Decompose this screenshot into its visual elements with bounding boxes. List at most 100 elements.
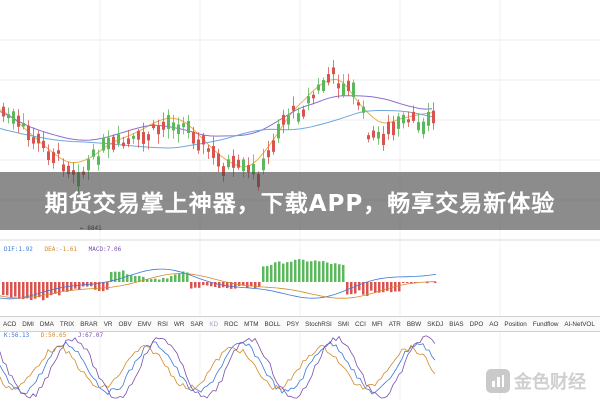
tab-boll[interactable]: BOLL <box>264 320 281 328</box>
macd-histogram <box>2 259 437 301</box>
moving-average-lines <box>0 78 433 168</box>
candle-body <box>62 164 65 172</box>
tab-atr[interactable]: ATR <box>388 320 401 328</box>
macd-bar <box>338 264 341 282</box>
macd-bar <box>106 282 109 290</box>
candle-body <box>312 94 315 99</box>
dea-line <box>0 273 437 299</box>
candle-body <box>387 121 390 135</box>
candle-body <box>32 137 35 144</box>
macd-bar <box>154 278 157 282</box>
macd-bar <box>414 282 417 283</box>
macd-bar <box>366 282 369 296</box>
tab-mtm[interactable]: MTM <box>244 320 259 328</box>
j-line <box>0 335 436 399</box>
tab-wr[interactable]: WR <box>173 320 185 328</box>
candle-body <box>112 136 115 150</box>
macd-bar <box>410 282 413 283</box>
tab-dma[interactable]: DMA <box>39 320 54 328</box>
candle-body <box>407 119 410 123</box>
candle-body <box>382 133 385 146</box>
candle-body <box>252 163 255 175</box>
candle-body <box>327 74 330 83</box>
macd-bar <box>82 282 85 287</box>
tab-kd[interactable]: KD <box>209 320 219 328</box>
macd-bar <box>214 282 217 288</box>
macd-bar <box>330 263 333 282</box>
tab-bias[interactable]: BIAS <box>449 320 464 328</box>
candle-body <box>7 114 10 119</box>
candle-body <box>132 135 135 139</box>
macd-bar <box>166 278 169 282</box>
macd-bar <box>94 282 97 290</box>
macd-bar <box>298 259 301 282</box>
candle-body <box>422 121 425 135</box>
macd-legend-macd: MACD:7.06 <box>88 246 122 253</box>
tab-smi[interactable]: SMI <box>337 320 349 328</box>
candle-body <box>2 106 5 117</box>
candle-body <box>342 83 345 96</box>
macd-bar <box>110 271 113 282</box>
tab-trix[interactable]: TRIX <box>59 320 75 328</box>
tab-rsi[interactable]: RSI <box>157 320 168 328</box>
candle-body <box>232 155 235 168</box>
macd-bar <box>2 282 5 296</box>
tab-cci[interactable]: CCI <box>354 320 366 328</box>
candle-body <box>52 152 55 164</box>
macd-bar <box>226 282 229 289</box>
tab-brar[interactable]: BRAR <box>80 320 98 328</box>
tab-ao[interactable]: AO <box>489 320 499 328</box>
tab-dpo[interactable]: DPO <box>469 320 484 328</box>
macd-bar <box>102 282 105 292</box>
macd-bar <box>222 282 225 288</box>
candle-body <box>107 137 110 150</box>
kdj-legend-d: D:50.65 <box>40 332 67 339</box>
tab-acd[interactable]: ACD <box>3 320 17 328</box>
tab-vr[interactable]: VR <box>103 320 113 328</box>
macd-bar <box>178 273 181 282</box>
k-line <box>0 340 436 396</box>
candle-body <box>332 67 335 75</box>
macd-bar <box>174 274 177 282</box>
candle-body <box>162 121 165 130</box>
macd-bar <box>150 279 153 282</box>
tab-dmi[interactable]: DMI <box>22 320 34 328</box>
candle-body <box>22 122 25 127</box>
macd-bar <box>306 261 309 282</box>
candle-body <box>182 123 185 128</box>
tab-emv[interactable]: EMV <box>137 320 152 328</box>
tab-mfi[interactable]: MFI <box>371 320 383 328</box>
tab-sar[interactable]: SAR <box>190 320 204 328</box>
dif-line <box>0 268 437 300</box>
macd-bar <box>278 261 281 282</box>
candle-body <box>212 145 215 158</box>
tab-ai-netvol[interactable]: AI-NetVOL <box>564 320 595 328</box>
macd-bar <box>10 282 13 298</box>
kdj-legend-j: J:67.07 <box>77 332 104 339</box>
macd-bar <box>426 282 429 284</box>
macd-bar <box>122 270 125 282</box>
d-line <box>0 344 436 391</box>
tab-skdj[interactable]: SKDJ <box>427 320 444 328</box>
candle-body <box>142 132 145 144</box>
candle-body <box>347 80 350 92</box>
macd-bar <box>38 282 41 298</box>
macd-bar <box>382 282 385 293</box>
candle-body <box>117 134 120 144</box>
candle-body <box>397 116 400 129</box>
tab-position[interactable]: Position <box>504 320 527 328</box>
candle-body <box>27 125 30 141</box>
candle-body <box>287 115 290 125</box>
macd-bar <box>406 282 409 284</box>
macd-bar <box>114 271 117 282</box>
tab-stochrsi[interactable]: StochRSI <box>305 320 332 328</box>
tab-obv[interactable]: OBV <box>118 320 132 328</box>
macd-bar <box>170 275 173 282</box>
tab-roc[interactable]: ROC <box>224 320 239 328</box>
promo-banner[interactable]: 期货交易掌上神器，下载APP，畅享交易新体验 <box>0 172 600 230</box>
macd-bar <box>390 282 393 293</box>
tab-psy[interactable]: PSY <box>286 320 300 328</box>
tab-bbw[interactable]: BBW <box>406 320 422 328</box>
tab-fundflow[interactable]: Fundflow <box>532 320 559 328</box>
macd-bar <box>186 272 189 282</box>
